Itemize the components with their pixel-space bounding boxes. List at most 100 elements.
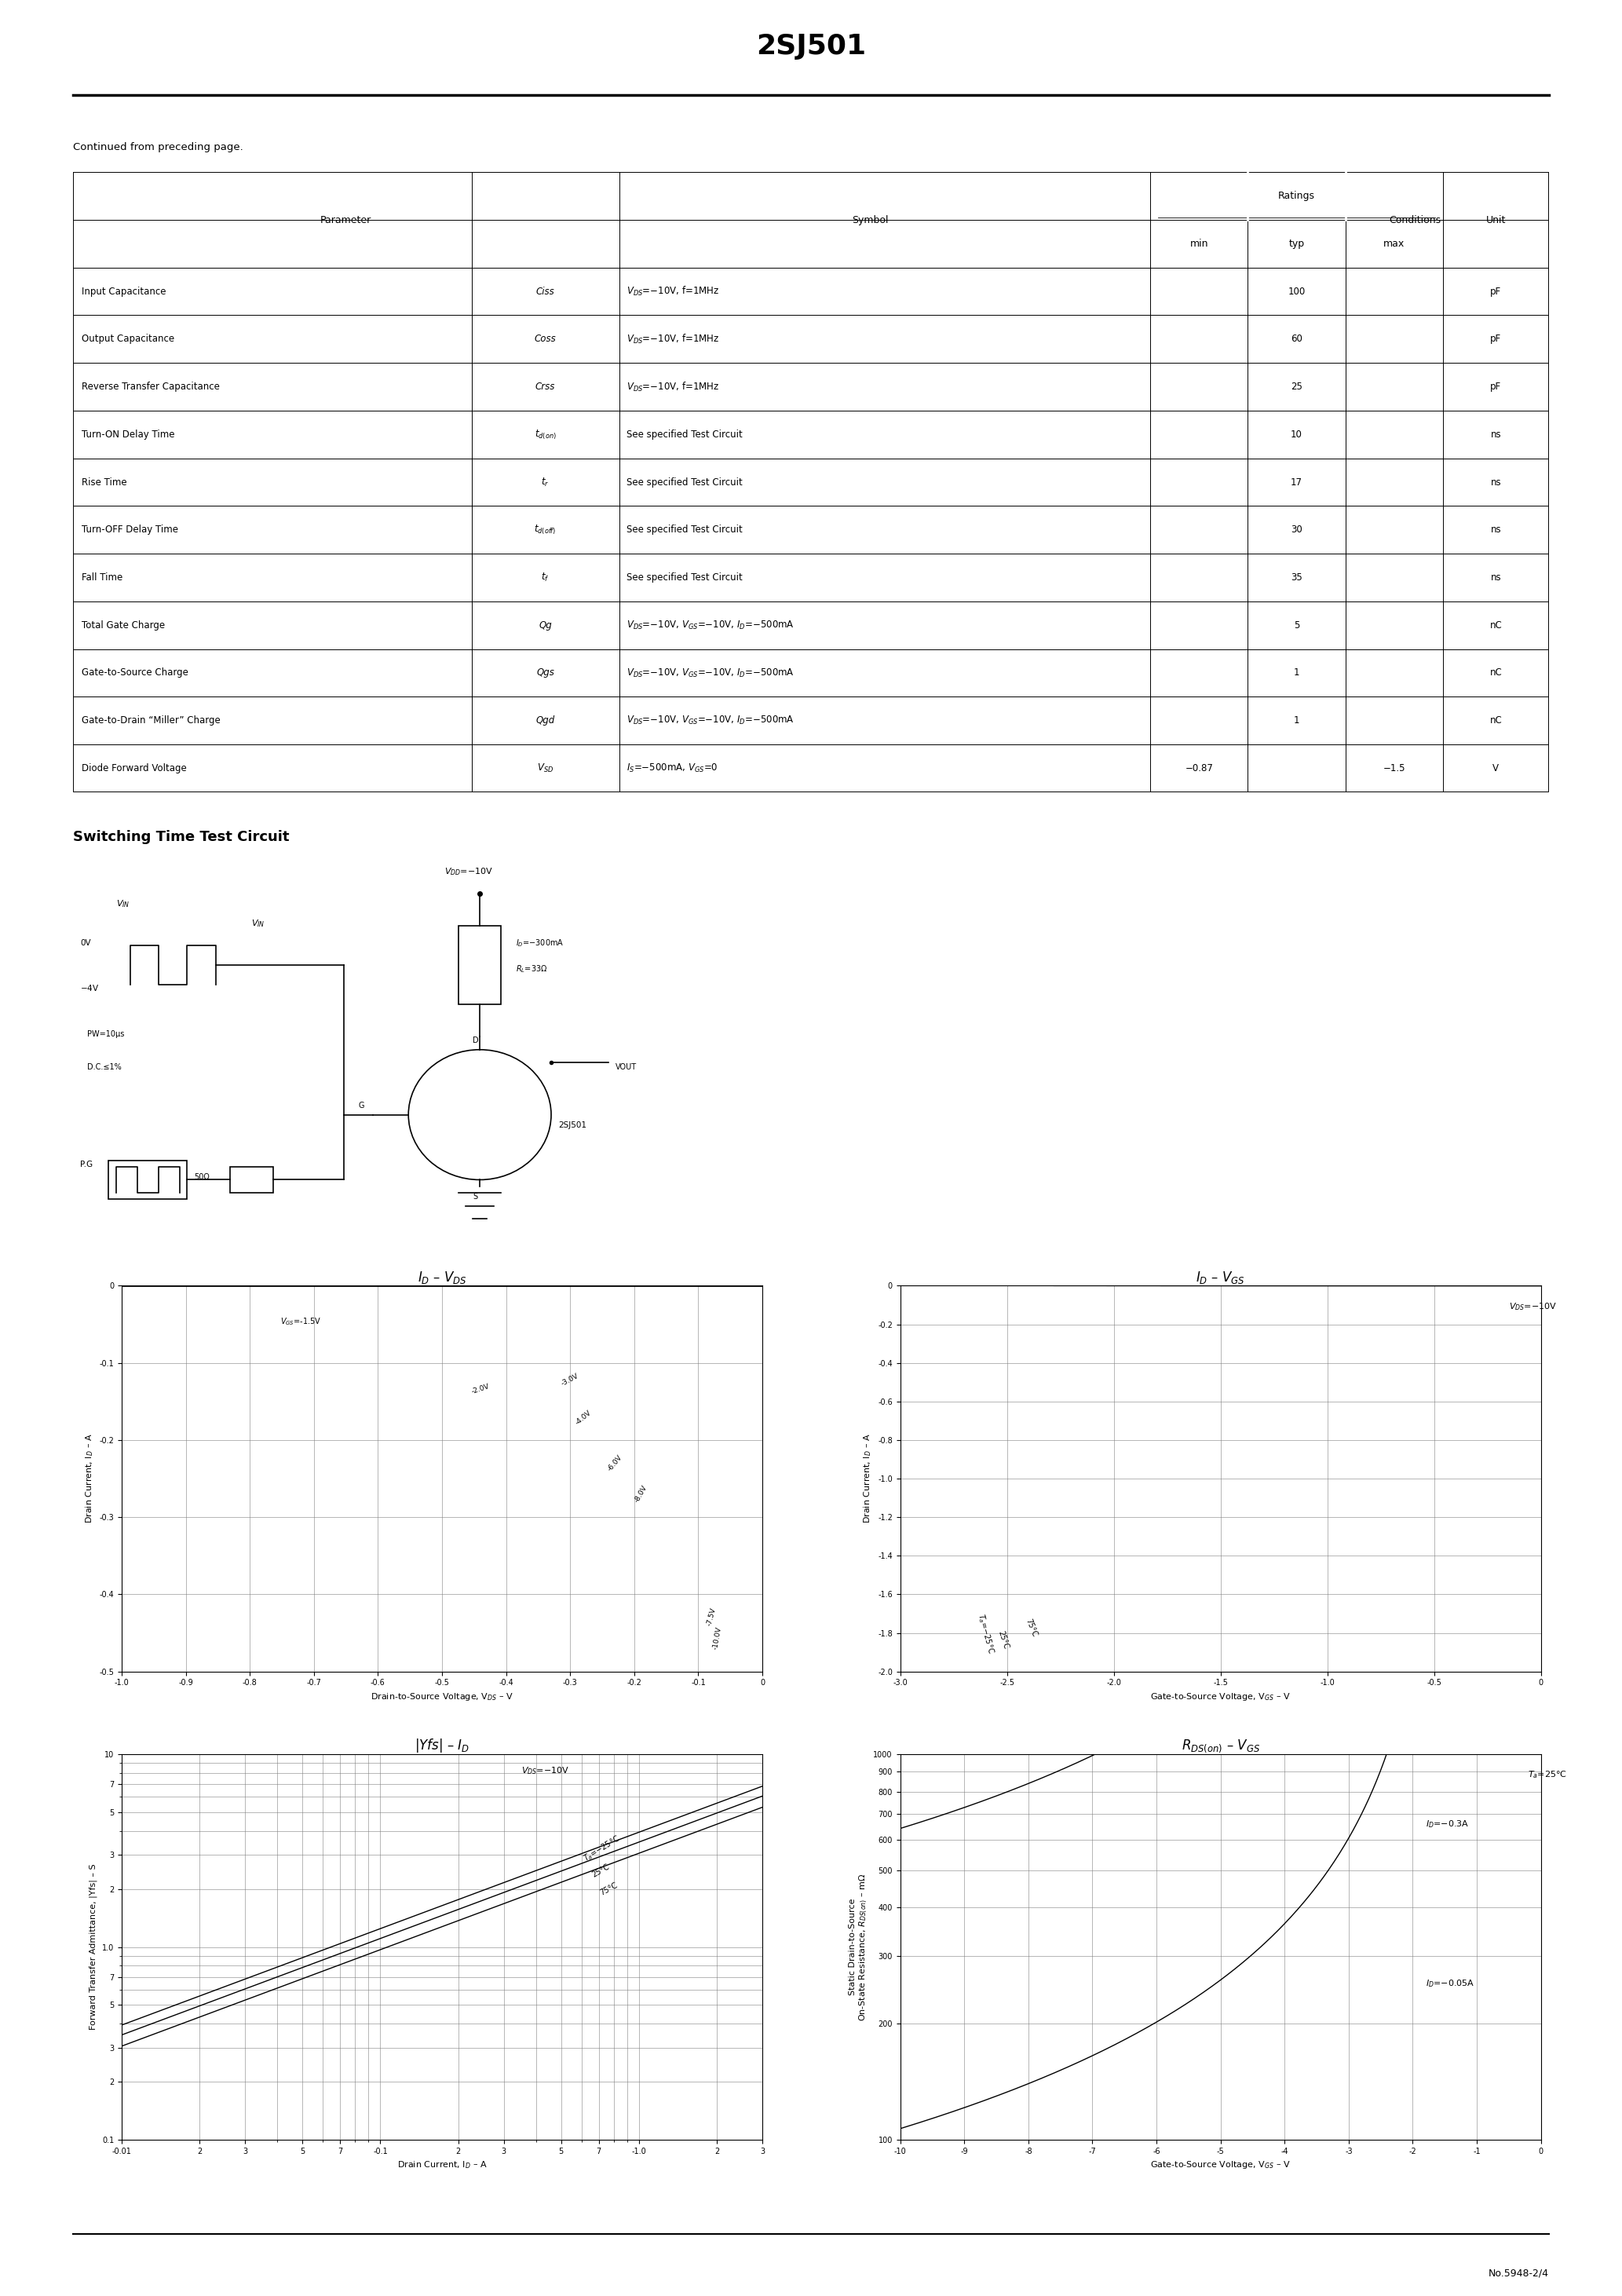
Text: $V_{DS}$=−10V, f=1MHz: $V_{DS}$=−10V, f=1MHz <box>626 381 719 393</box>
Text: −0.87: −0.87 <box>1186 762 1213 774</box>
Text: PW=10μs: PW=10μs <box>88 1031 125 1038</box>
Text: $V_{SD}$: $V_{SD}$ <box>537 762 553 774</box>
Text: Gate-to-Source Charge: Gate-to-Source Charge <box>81 668 188 677</box>
Text: $t_f$: $t_f$ <box>542 572 550 583</box>
Text: P.G: P.G <box>79 1159 92 1169</box>
Text: ns: ns <box>1491 429 1502 439</box>
Text: 2SJ501: 2SJ501 <box>558 1120 587 1130</box>
Text: 10: 10 <box>1291 429 1302 439</box>
Text: nC: nC <box>1489 620 1502 631</box>
Text: $V_{GS}$=-1.5V: $V_{GS}$=-1.5V <box>281 1316 321 1327</box>
Text: Output Capacitance: Output Capacitance <box>81 333 175 344</box>
Text: Reverse Transfer Capacitance: Reverse Transfer Capacitance <box>81 381 221 393</box>
X-axis label: Drain-to-Source Voltage, V$_{DS}$ – V: Drain-to-Source Voltage, V$_{DS}$ – V <box>370 1692 514 1701</box>
Text: nC: nC <box>1489 668 1502 677</box>
Text: 25: 25 <box>1291 381 1302 393</box>
Text: pF: pF <box>1491 333 1502 344</box>
Text: 5: 5 <box>1294 620 1299 631</box>
Y-axis label: Drain Current, I$_D$ – A: Drain Current, I$_D$ – A <box>863 1433 873 1525</box>
Text: $V_{DS}$=−10V, $V_{GS}$=−10V, $I_D$=−500mA: $V_{DS}$=−10V, $V_{GS}$=−10V, $I_D$=−500… <box>626 620 795 631</box>
Text: -7.5V: -7.5V <box>706 1607 717 1628</box>
Text: Qgd: Qgd <box>535 716 555 726</box>
Text: max: max <box>1384 239 1405 248</box>
Text: 17: 17 <box>1291 478 1302 487</box>
Text: Parameter: Parameter <box>321 216 371 225</box>
Text: 1: 1 <box>1294 668 1299 677</box>
X-axis label: Drain Current, I$_D$ – A: Drain Current, I$_D$ – A <box>397 2161 487 2170</box>
Text: $V_{IN}$: $V_{IN}$ <box>115 898 130 909</box>
Text: $V_{DS}$=−10V: $V_{DS}$=−10V <box>521 1766 569 1775</box>
Bar <box>459 925 501 1003</box>
Text: No.5948-2/4: No.5948-2/4 <box>1489 2268 1549 2278</box>
Text: 0V: 0V <box>79 939 91 948</box>
Text: 75°C: 75°C <box>1023 1619 1038 1639</box>
Text: See specified Test Circuit: See specified Test Circuit <box>626 572 743 583</box>
Text: 50Ω: 50Ω <box>195 1173 209 1182</box>
Text: D: D <box>472 1038 478 1045</box>
Text: $t_r$: $t_r$ <box>542 475 550 489</box>
Text: $I_D$=−0.3A: $I_D$=−0.3A <box>1426 1818 1470 1830</box>
Bar <box>109 1159 187 1199</box>
Y-axis label: Forward Transfer Admittance, |Yfs| – S: Forward Transfer Admittance, |Yfs| – S <box>89 1864 97 2030</box>
Text: $V_{IN}$: $V_{IN}$ <box>251 918 264 930</box>
Text: $R_L$=33Ω: $R_L$=33Ω <box>516 964 547 974</box>
Text: 30: 30 <box>1291 526 1302 535</box>
Text: Turn-OFF Delay Time: Turn-OFF Delay Time <box>81 526 178 535</box>
X-axis label: Gate-to-Source Voltage, V$_{GS}$ – V: Gate-to-Source Voltage, V$_{GS}$ – V <box>1150 2161 1291 2170</box>
Text: $T_a$=−25°C: $T_a$=−25°C <box>975 1612 996 1655</box>
Text: -2.0V: -2.0V <box>470 1382 490 1396</box>
Bar <box>230 1166 272 1194</box>
Text: -3.0V: -3.0V <box>560 1373 581 1387</box>
Y-axis label: Drain Current, I$_D$ – A: Drain Current, I$_D$ – A <box>84 1433 94 1525</box>
Text: Fall Time: Fall Time <box>81 572 123 583</box>
Text: −1.5: −1.5 <box>1384 762 1405 774</box>
Text: Total Gate Charge: Total Gate Charge <box>81 620 165 631</box>
Text: G: G <box>358 1102 365 1109</box>
Text: 2SJ501: 2SJ501 <box>756 32 866 60</box>
Text: $I_D$=−0.05A: $I_D$=−0.05A <box>1426 1979 1474 1988</box>
Text: $V_{DS}$=−10V: $V_{DS}$=−10V <box>1508 1302 1557 1311</box>
Text: $T_a$=−25°C: $T_a$=−25°C <box>582 1832 623 1864</box>
Text: $I_S$=−500mA, $V_{GS}$=0: $I_S$=−500mA, $V_{GS}$=0 <box>626 762 719 774</box>
Y-axis label: Static Drain-to-Source
On-State Resistance, $R_{DS(on)}$ – mΩ: Static Drain-to-Source On-State Resistan… <box>848 1874 869 2020</box>
Text: $V_{DS}$=−10V, f=1MHz: $V_{DS}$=−10V, f=1MHz <box>626 285 719 298</box>
Text: pF: pF <box>1491 381 1502 393</box>
Text: V: V <box>1492 762 1499 774</box>
Title: $R_{DS(on)}$ – $V_{GS}$: $R_{DS(on)}$ – $V_{GS}$ <box>1181 1738 1260 1754</box>
Text: Ratings: Ratings <box>1278 191 1315 202</box>
Text: Gate-to-Drain “Miller” Charge: Gate-to-Drain “Miller” Charge <box>81 716 221 726</box>
Text: Rise Time: Rise Time <box>81 478 127 487</box>
Text: ns: ns <box>1491 526 1502 535</box>
Text: 25°C: 25°C <box>996 1630 1009 1651</box>
Text: -4.0V: -4.0V <box>574 1410 592 1426</box>
Title: $|Yfs|$ – $I_D$: $|Yfs|$ – $I_D$ <box>415 1736 469 1754</box>
Text: Unit: Unit <box>1486 216 1505 225</box>
Text: $t_{d(on)}$: $t_{d(on)}$ <box>534 427 556 441</box>
Title: $I_D$ – $V_{DS}$: $I_D$ – $V_{DS}$ <box>417 1270 467 1286</box>
Text: $V_{DD}$=−10V: $V_{DD}$=−10V <box>444 866 493 877</box>
Text: pF: pF <box>1491 287 1502 296</box>
Text: Qgs: Qgs <box>537 668 555 677</box>
Text: -10.0V: -10.0V <box>712 1626 723 1651</box>
Text: min: min <box>1191 239 1208 248</box>
Text: $V_{DS}$=−10V, $V_{GS}$=−10V, $I_D$=−500mA: $V_{DS}$=−10V, $V_{GS}$=−10V, $I_D$=−500… <box>626 714 795 726</box>
Text: Coss: Coss <box>534 333 556 344</box>
Text: typ: typ <box>1289 239 1304 248</box>
Text: -6.0V: -6.0V <box>607 1453 624 1472</box>
Text: 35: 35 <box>1291 572 1302 583</box>
Text: 1: 1 <box>1294 716 1299 726</box>
Text: See specified Test Circuit: See specified Test Circuit <box>626 429 743 439</box>
Text: Switching Time Test Circuit: Switching Time Test Circuit <box>73 829 289 845</box>
Text: $-$4V: $-$4V <box>79 983 99 992</box>
Text: 100: 100 <box>1288 287 1306 296</box>
Text: S: S <box>472 1194 477 1201</box>
Text: ns: ns <box>1491 572 1502 583</box>
Text: nC: nC <box>1489 716 1502 726</box>
Text: Qg: Qg <box>539 620 551 631</box>
Text: $V_{DS}$=−10V, $V_{GS}$=−10V, $I_D$=−500mA: $V_{DS}$=−10V, $V_{GS}$=−10V, $I_D$=−500… <box>626 666 795 680</box>
Text: Continued from preceding page.: Continued from preceding page. <box>73 142 243 152</box>
Text: 60: 60 <box>1291 333 1302 344</box>
Text: Ciss: Ciss <box>535 287 555 296</box>
Text: See specified Test Circuit: See specified Test Circuit <box>626 478 743 487</box>
Text: Crss: Crss <box>535 381 555 393</box>
